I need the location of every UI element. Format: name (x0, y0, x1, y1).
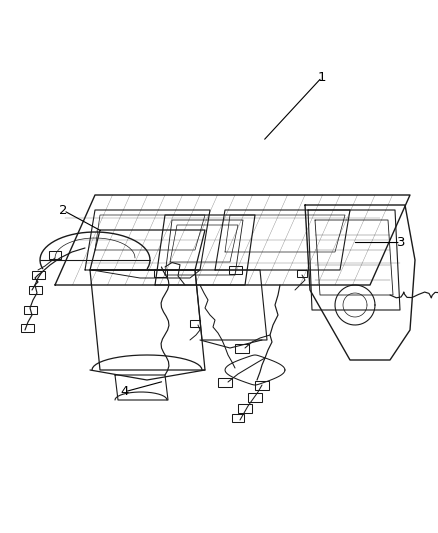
FancyBboxPatch shape (232, 414, 244, 422)
FancyBboxPatch shape (229, 266, 241, 274)
FancyBboxPatch shape (32, 271, 45, 279)
Text: 3: 3 (396, 236, 405, 249)
FancyBboxPatch shape (24, 306, 36, 314)
FancyBboxPatch shape (49, 251, 61, 259)
FancyBboxPatch shape (255, 381, 269, 390)
FancyBboxPatch shape (248, 392, 262, 401)
Text: 4: 4 (120, 385, 129, 398)
FancyBboxPatch shape (153, 269, 166, 277)
Text: 2: 2 (59, 204, 68, 217)
FancyBboxPatch shape (238, 403, 252, 413)
FancyBboxPatch shape (190, 319, 200, 327)
FancyBboxPatch shape (28, 286, 42, 294)
FancyBboxPatch shape (297, 270, 307, 277)
FancyBboxPatch shape (21, 324, 33, 332)
Text: 1: 1 (318, 71, 326, 84)
FancyBboxPatch shape (235, 343, 249, 352)
FancyBboxPatch shape (218, 377, 232, 386)
